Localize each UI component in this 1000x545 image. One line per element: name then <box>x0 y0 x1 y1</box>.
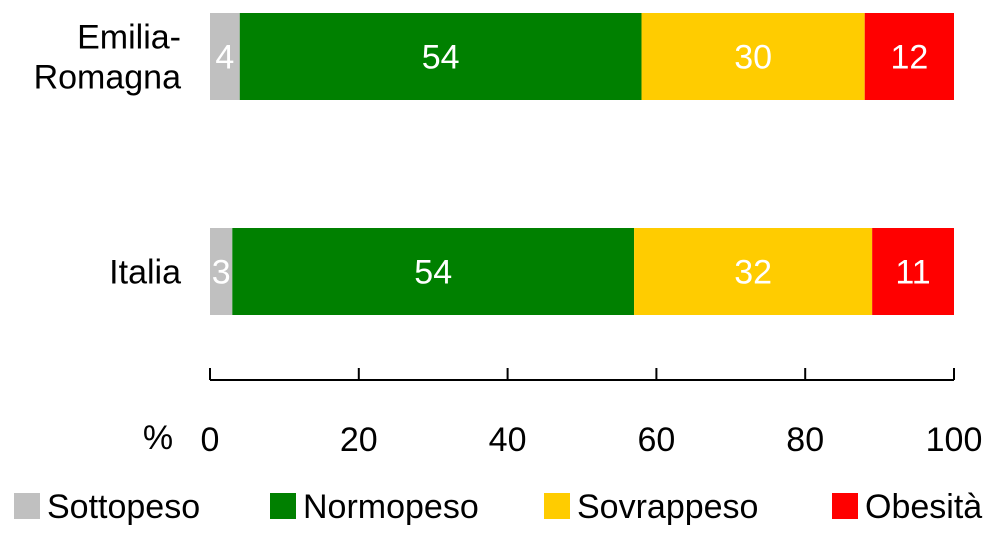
category-label: Italia <box>109 254 181 292</box>
bar-segment <box>864 13 954 100</box>
legend-label: Sovrappeso <box>577 488 758 526</box>
bar-segment <box>210 13 240 100</box>
bar-segment <box>872 228 954 315</box>
bar-segment <box>634 228 873 315</box>
x-tick-label: 0 <box>201 421 220 459</box>
data-labels-layer: 4 54 30 12 3 54 32 11 <box>212 39 931 292</box>
legend-swatch <box>832 493 858 519</box>
x-axis-unit-label: % <box>143 419 173 457</box>
bar-segment <box>641 13 865 100</box>
data-label: 54 <box>414 254 452 292</box>
legend-swatch <box>544 493 570 519</box>
data-label: 54 <box>422 39 460 77</box>
legend-swatch <box>14 493 40 519</box>
bar-segment <box>232 228 635 315</box>
x-tick-label: 40 <box>489 421 527 459</box>
data-label: 3 <box>212 254 231 292</box>
bar-segment <box>210 228 233 315</box>
data-label: 11 <box>895 254 930 292</box>
bar-segment <box>239 13 642 100</box>
legend-label: Obesità <box>865 488 982 526</box>
data-label: 30 <box>734 39 772 77</box>
legend: Sottopeso Normopeso Sovrappeso Obesità <box>14 488 982 526</box>
category-labels: Emilia-Romagna Italia <box>34 19 182 292</box>
legend-label: Normopeso <box>303 488 479 526</box>
data-label: 32 <box>734 254 772 292</box>
category-label: Emilia-Romagna <box>34 19 182 97</box>
data-label: 12 <box>890 39 928 77</box>
legend-swatch <box>270 493 296 519</box>
x-tick-label: 60 <box>637 421 675 459</box>
x-axis: % 0 20 40 60 80 100 <box>143 368 982 459</box>
data-label: 4 <box>215 39 234 77</box>
legend-label: Sottopeso <box>47 488 200 526</box>
x-tick-label: 20 <box>340 421 378 459</box>
bars-layer <box>210 13 954 315</box>
x-tick-label: 80 <box>786 421 824 459</box>
x-tick-label: 100 <box>926 421 983 459</box>
